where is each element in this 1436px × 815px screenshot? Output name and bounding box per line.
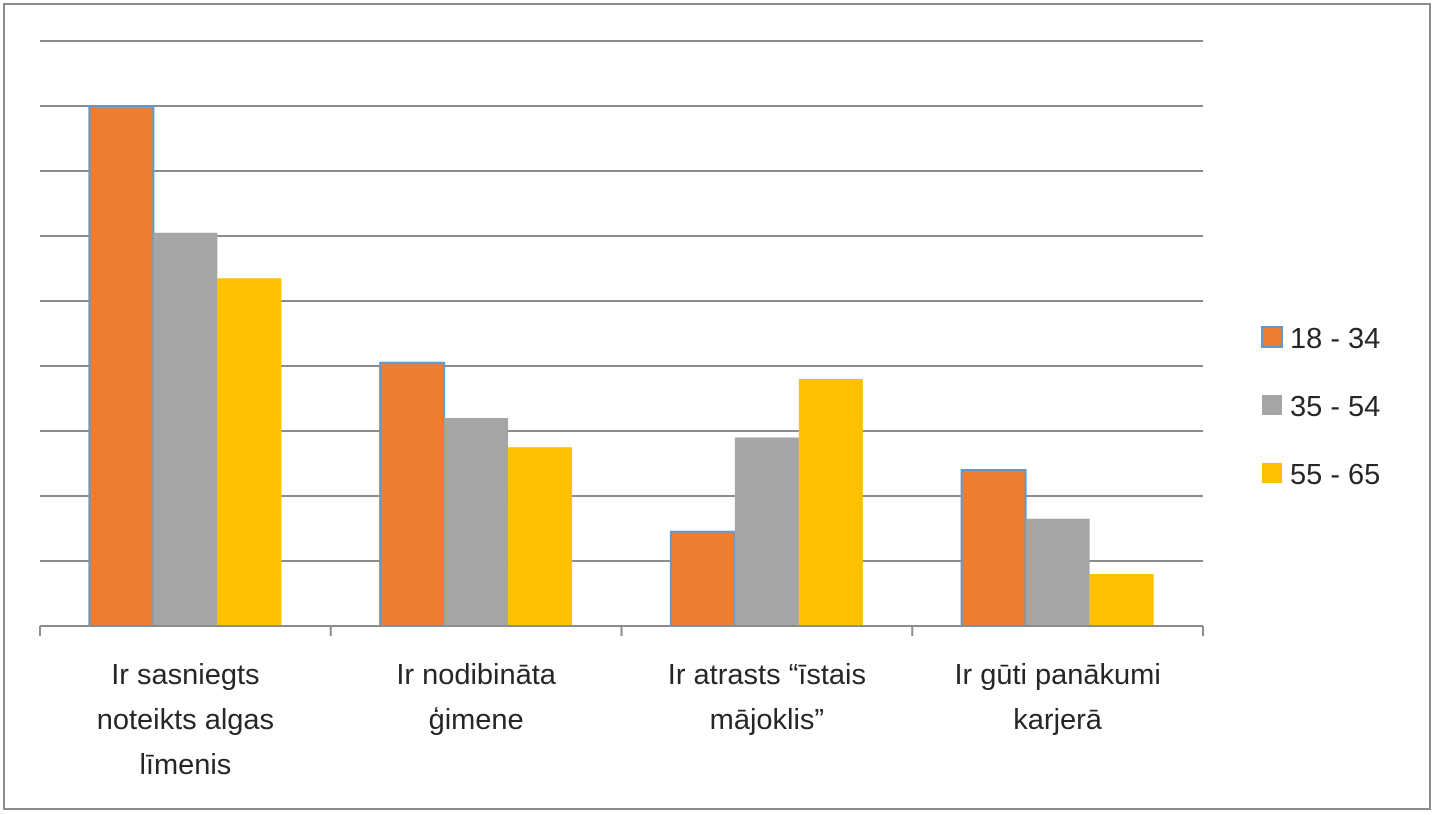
bar-18-34-cat3 xyxy=(960,469,1027,627)
legend-label: 55 - 65 xyxy=(1290,459,1380,491)
bar-35-54-cat2 xyxy=(734,437,799,626)
legend-swatch xyxy=(1262,463,1282,483)
bar-55-65-cat3 xyxy=(1089,574,1154,626)
bar-55-65-cat0 xyxy=(217,278,282,626)
legend-label: 18 - 34 xyxy=(1290,323,1380,355)
category-label-line: noteikts algas xyxy=(97,704,274,736)
category-label: Ir sasniegts noteikts algas līmenis xyxy=(97,659,274,781)
category-label: Ir nodibināta ģimene xyxy=(396,659,556,736)
category-label-line: ģimene xyxy=(429,704,524,736)
category-label: Ir gūti panākumi karjerā xyxy=(954,659,1160,736)
bar-18-34-cat0 xyxy=(88,105,155,627)
category-label: Ir atrasts “īstais mājoklis” xyxy=(668,659,866,736)
legend-label: 35 - 54 xyxy=(1290,391,1380,423)
legend: 18 - 34 35 - 54 55 - 65 xyxy=(1261,323,1380,491)
category-label-line: karjerā xyxy=(1013,704,1103,736)
category-label-line: līmenis xyxy=(139,749,231,781)
bar-18-34-cat2 xyxy=(669,530,736,627)
bar-35-54-cat3 xyxy=(1025,518,1090,626)
category-labels: Ir sasniegts noteikts algas līmenis Ir nodi… xyxy=(97,659,1161,781)
category-label-line: mājoklis” xyxy=(710,704,824,736)
bar-55-65-cat2 xyxy=(798,379,863,626)
bar-35-54-cat0 xyxy=(153,232,218,626)
bars xyxy=(88,105,1154,627)
category-label-line: Ir sasniegts xyxy=(111,659,259,691)
bar-18-34-cat1 xyxy=(379,361,446,627)
bar-55-65-cat1 xyxy=(508,447,573,626)
legend-swatch xyxy=(1262,395,1282,415)
x-axis xyxy=(39,625,1204,636)
category-label-line: Ir gūti panākumi xyxy=(954,659,1160,691)
category-label-line: Ir atrasts “īstais xyxy=(668,659,866,691)
bar-35-54-cat1 xyxy=(444,418,509,626)
legend-swatch xyxy=(1261,326,1283,348)
category-label-line: Ir nodibināta xyxy=(396,659,556,691)
